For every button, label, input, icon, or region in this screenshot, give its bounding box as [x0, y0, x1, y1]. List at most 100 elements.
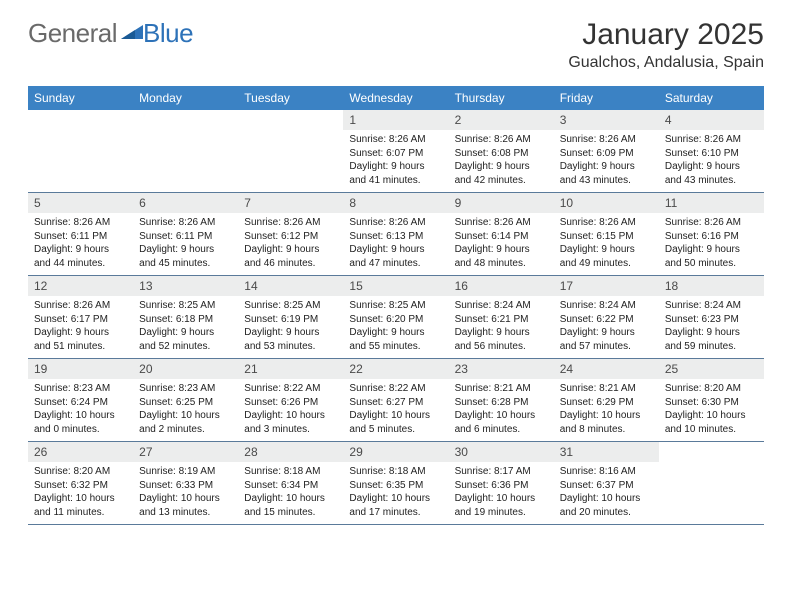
- sunset-line: Sunset: 6:17 PM: [34, 313, 127, 327]
- sunrise-line: Sunrise: 8:21 AM: [560, 382, 653, 396]
- sunrise-line: Sunrise: 8:25 AM: [349, 299, 442, 313]
- sunrise-line: Sunrise: 8:26 AM: [34, 216, 127, 230]
- daylight-line: Daylight: 10 hours and 6 minutes.: [455, 409, 548, 436]
- sunset-line: Sunset: 6:08 PM: [455, 147, 548, 161]
- day-number: 19: [28, 359, 133, 379]
- weekday-header: Saturday: [659, 86, 764, 110]
- calendar-day-cell: 13Sunrise: 8:25 AMSunset: 6:18 PMDayligh…: [133, 276, 238, 358]
- day-details: Sunrise: 8:16 AMSunset: 6:37 PMDaylight:…: [554, 462, 659, 523]
- sunrise-line: Sunrise: 8:26 AM: [665, 216, 758, 230]
- calendar-day-cell: 27Sunrise: 8:19 AMSunset: 6:33 PMDayligh…: [133, 442, 238, 524]
- weekday-header: Friday: [554, 86, 659, 110]
- weekday-header: Thursday: [449, 86, 554, 110]
- location: Gualchos, Andalusia, Spain: [568, 54, 764, 72]
- calendar-day-cell: [28, 110, 133, 192]
- calendar-day-cell: 1Sunrise: 8:26 AMSunset: 6:07 PMDaylight…: [343, 110, 448, 192]
- calendar-day-cell: [659, 442, 764, 524]
- day-details: Sunrise: 8:20 AMSunset: 6:32 PMDaylight:…: [28, 462, 133, 523]
- sunset-line: Sunset: 6:35 PM: [349, 479, 442, 493]
- daylight-line: Daylight: 9 hours and 52 minutes.: [139, 326, 232, 353]
- sunset-line: Sunset: 6:23 PM: [665, 313, 758, 327]
- day-number: 17: [554, 276, 659, 296]
- day-number: 23: [449, 359, 554, 379]
- month-title: January 2025: [568, 18, 764, 52]
- calendar-day-cell: [133, 110, 238, 192]
- sunrise-line: Sunrise: 8:18 AM: [244, 465, 337, 479]
- day-details: Sunrise: 8:26 AMSunset: 6:10 PMDaylight:…: [659, 130, 764, 191]
- daylight-line: Daylight: 9 hours and 44 minutes.: [34, 243, 127, 270]
- calendar-day-cell: 4Sunrise: 8:26 AMSunset: 6:10 PMDaylight…: [659, 110, 764, 192]
- day-details: Sunrise: 8:18 AMSunset: 6:35 PMDaylight:…: [343, 462, 448, 523]
- sunset-line: Sunset: 6:32 PM: [34, 479, 127, 493]
- day-details: Sunrise: 8:26 AMSunset: 6:17 PMDaylight:…: [28, 296, 133, 357]
- day-number: 31: [554, 442, 659, 462]
- sunset-line: Sunset: 6:27 PM: [349, 396, 442, 410]
- daylight-line: Daylight: 9 hours and 59 minutes.: [665, 326, 758, 353]
- day-details: Sunrise: 8:17 AMSunset: 6:36 PMDaylight:…: [449, 462, 554, 523]
- day-details: Sunrise: 8:19 AMSunset: 6:33 PMDaylight:…: [133, 462, 238, 523]
- calendar-day-cell: 25 Sunrise: 8:20 AMSunset: 6:30 PMDayligh…: [659, 359, 764, 441]
- sunrise-line: Sunrise: 8:26 AM: [349, 133, 442, 147]
- calendar-day-cell: [238, 110, 343, 192]
- daylight-line: Daylight: 10 hours and 10 minutes.: [665, 409, 758, 436]
- sunrise-line: Sunrise: 8:20 AM: [665, 382, 758, 396]
- sunrise-line: Sunrise: 8:23 AM: [139, 382, 232, 396]
- calendar-day-cell: 6Sunrise: 8:26 AMSunset: 6:11 PMDaylight…: [133, 193, 238, 275]
- sunset-line: Sunset: 6:30 PM: [665, 396, 758, 410]
- weekday-header-row: Sunday Monday Tuesday Wednesday Thursday…: [28, 86, 764, 110]
- sunrise-line: Sunrise: 8:26 AM: [34, 299, 127, 313]
- title-block: January 2025 Gualchos, Andalusia, Spain: [568, 18, 764, 72]
- sunset-line: Sunset: 6:36 PM: [455, 479, 548, 493]
- sunrise-line: Sunrise: 8:26 AM: [455, 133, 548, 147]
- weekday-header: Tuesday: [238, 86, 343, 110]
- calendar-day-cell: 21Sunrise: 8:22 AMSunset: 6:26 PMDayligh…: [238, 359, 343, 441]
- day-number: 15: [343, 276, 448, 296]
- day-number: 10: [554, 193, 659, 213]
- sunrise-line: Sunrise: 8:22 AM: [349, 382, 442, 396]
- day-details: Sunrise: 8:18 AMSunset: 6:34 PMDaylight:…: [238, 462, 343, 523]
- header: General Blue January 2025 Gualchos, Anda…: [0, 0, 792, 80]
- calendar-grid: 1Sunrise: 8:26 AMSunset: 6:07 PMDaylight…: [28, 110, 764, 525]
- sunrise-line: Sunrise: 8:25 AM: [244, 299, 337, 313]
- day-number: 30: [449, 442, 554, 462]
- calendar-day-cell: 11Sunrise: 8:26 AMSunset: 6:16 PMDayligh…: [659, 193, 764, 275]
- daylight-line: Daylight: 10 hours and 3 minutes.: [244, 409, 337, 436]
- sunset-line: Sunset: 6:19 PM: [244, 313, 337, 327]
- daylight-line: Daylight: 9 hours and 53 minutes.: [244, 326, 337, 353]
- calendar-day-cell: 10Sunrise: 8:26 AMSunset: 6:15 PMDayligh…: [554, 193, 659, 275]
- calendar-week-row: 5Sunrise: 8:26 AMSunset: 6:11 PMDaylight…: [28, 193, 764, 276]
- day-number-empty: [659, 442, 764, 462]
- weekday-header: Sunday: [28, 86, 133, 110]
- day-number: 6: [133, 193, 238, 213]
- daylight-line: Daylight: 10 hours and 11 minutes.: [34, 492, 127, 519]
- sunset-line: Sunset: 6:10 PM: [665, 147, 758, 161]
- calendar-day-cell: 17Sunrise: 8:24 AMSunset: 6:22 PMDayligh…: [554, 276, 659, 358]
- calendar-day-cell: 24Sunrise: 8:21 AMSunset: 6:29 PMDayligh…: [554, 359, 659, 441]
- daylight-line: Daylight: 10 hours and 15 minutes.: [244, 492, 337, 519]
- day-details: Sunrise: 8:23 AMSunset: 6:25 PMDaylight:…: [133, 379, 238, 440]
- calendar-day-cell: 15Sunrise: 8:25 AMSunset: 6:20 PMDayligh…: [343, 276, 448, 358]
- calendar-day-cell: 18Sunrise: 8:24 AMSunset: 6:23 PMDayligh…: [659, 276, 764, 358]
- sunset-line: Sunset: 6:07 PM: [349, 147, 442, 161]
- sunrise-line: Sunrise: 8:17 AM: [455, 465, 548, 479]
- sunrise-line: Sunrise: 8:21 AM: [455, 382, 548, 396]
- sunrise-line: Sunrise: 8:16 AM: [560, 465, 653, 479]
- day-number: 27: [133, 442, 238, 462]
- sunrise-line: Sunrise: 8:26 AM: [349, 216, 442, 230]
- daylight-line: Daylight: 9 hours and 43 minutes.: [665, 160, 758, 187]
- sunrise-line: Sunrise: 8:26 AM: [139, 216, 232, 230]
- sunrise-line: Sunrise: 8:25 AM: [139, 299, 232, 313]
- daylight-line: Daylight: 9 hours and 48 minutes.: [455, 243, 548, 270]
- day-number: 25: [659, 359, 764, 379]
- day-number-empty: [28, 110, 133, 130]
- daylight-line: Daylight: 10 hours and 20 minutes.: [560, 492, 653, 519]
- calendar-week-row: 1Sunrise: 8:26 AMSunset: 6:07 PMDaylight…: [28, 110, 764, 193]
- sunset-line: Sunset: 6:16 PM: [665, 230, 758, 244]
- logo-word-2: Blue: [143, 18, 193, 49]
- calendar-day-cell: 31Sunrise: 8:16 AMSunset: 6:37 PMDayligh…: [554, 442, 659, 524]
- calendar-day-cell: 16Sunrise: 8:24 AMSunset: 6:21 PMDayligh…: [449, 276, 554, 358]
- day-details: Sunrise: 8:26 AMSunset: 6:13 PMDaylight:…: [343, 213, 448, 274]
- calendar-week-row: 26Sunrise: 8:20 AMSunset: 6:32 PMDayligh…: [28, 442, 764, 525]
- calendar-day-cell: 23Sunrise: 8:21 AMSunset: 6:28 PMDayligh…: [449, 359, 554, 441]
- day-details: Sunrise: 8:26 AMSunset: 6:16 PMDaylight:…: [659, 213, 764, 274]
